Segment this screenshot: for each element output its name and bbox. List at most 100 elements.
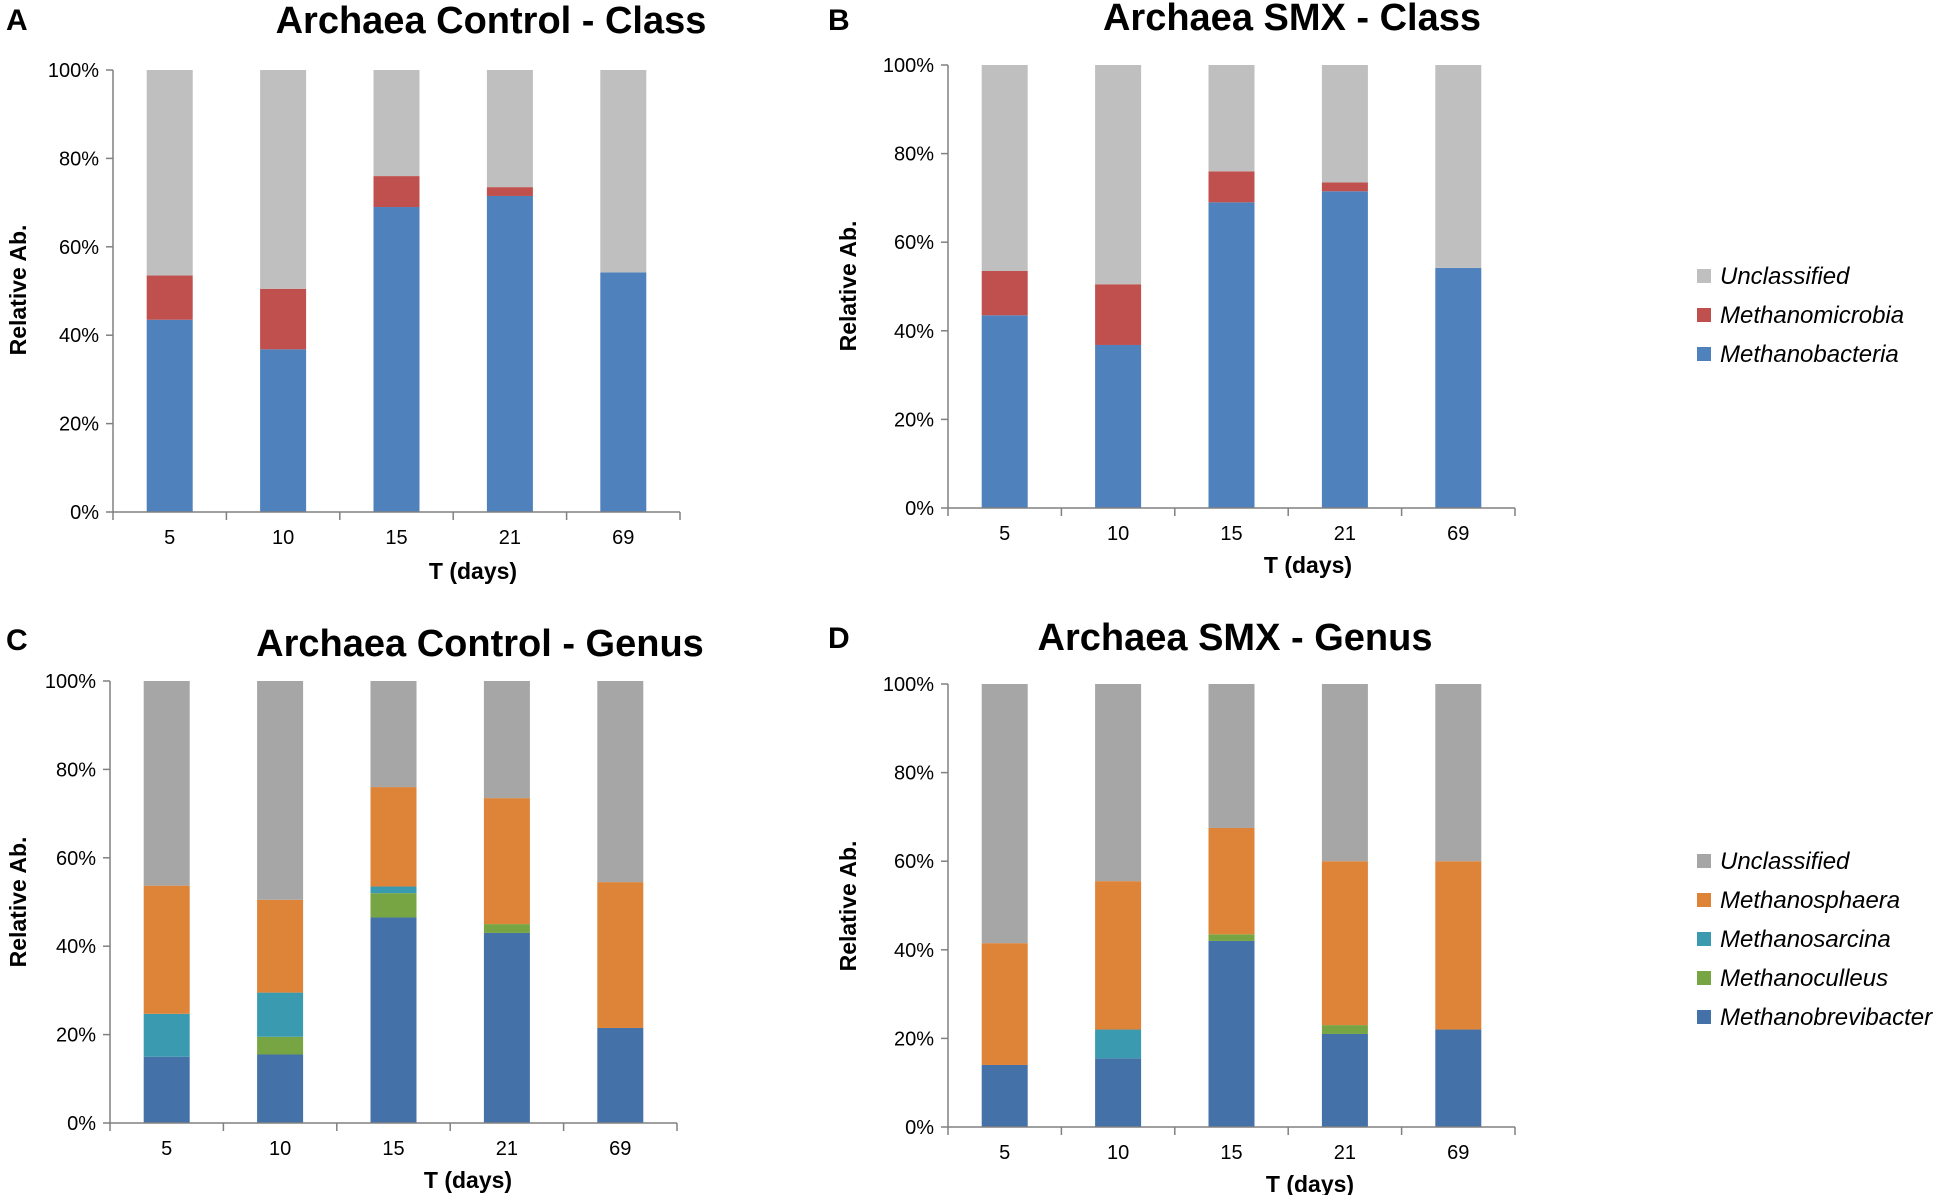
bar-segment-methanosphaera [370, 787, 417, 887]
legend-label: Unclassified [1720, 848, 1850, 875]
chart-panel-a: A Archaea Control - Class 0% 20% 40% 60% 80% 10… [5, 0, 706, 584]
bar-segment-unclassified [597, 681, 644, 883]
x-tick-label: 69 [609, 1138, 631, 1160]
x-tick-label: 69 [612, 527, 634, 549]
legend-label: Methanomicrobia [1720, 302, 1904, 329]
bar-segment-methanosphaera [483, 798, 530, 925]
panel-letter: D [828, 622, 850, 655]
x-axis-label: T (days) [1266, 1171, 1354, 1195]
bar-segment-methanobrevibacter [370, 917, 417, 1123]
x-tick-label: 15 [1220, 523, 1242, 545]
y-tick-label: 20% [894, 409, 934, 431]
x-tick-label: 15 [385, 527, 407, 549]
y-tick-label: 80% [894, 763, 934, 785]
y-tick-label: 40% [894, 940, 934, 962]
bar-segment-methanobrevibacter [981, 1064, 1028, 1127]
panel-letter: C [6, 624, 28, 657]
bar-segment-methanomicrobia [146, 275, 193, 320]
bar-segment-unclassified [146, 70, 193, 276]
bar-segment-methanomicrobia [1321, 182, 1368, 192]
y-tick-label: 40% [56, 936, 96, 958]
y-tick-label: 20% [59, 414, 99, 436]
x-tick-label: 5 [164, 527, 175, 549]
x-tick-label: 15 [382, 1138, 404, 1160]
bar-segment-unclassified [1095, 684, 1142, 882]
chart-title: Archaea SMX - Class [1103, 0, 1481, 39]
bar-segment-unclassified [1435, 684, 1482, 862]
legend-label: Methanosarcina [1720, 926, 1891, 953]
bar-segment-methanobrevibacter [1208, 940, 1255, 1127]
bar-segment-unclassified [373, 70, 420, 177]
chart-title: Archaea Control - Class [276, 0, 707, 42]
y-tick-label: 80% [894, 144, 934, 166]
legend-label: Methanosphaera [1720, 887, 1900, 914]
y-tick-label: 80% [59, 148, 99, 170]
chart-panel-b: B Archaea SMX - Class 0% 20% 40% 60% 80% 100% 5 1… [828, 0, 1904, 578]
bar-segment-methanobrevibacter [597, 1027, 644, 1123]
bar-segment-methanobrevibacter [1095, 1058, 1142, 1127]
x-tick-label: 69 [1447, 523, 1469, 545]
legend-label: Methanobrevibacter [1720, 1004, 1933, 1031]
chart-panel-c: C Archaea Control - Genus 0% 20% 40% 60% 80% 10… [5, 623, 704, 1193]
bar-segment-methanomicrobia [373, 176, 420, 208]
chart-title: Archaea SMX - Genus [1038, 617, 1433, 659]
y-tick-label: 0% [905, 1117, 934, 1139]
bar-segment-methanomicrobia [981, 270, 1028, 316]
bar-segment-unclassified [486, 70, 533, 188]
y-tick-label: 40% [894, 321, 934, 343]
bar-segment-methanosphaera [257, 899, 304, 993]
y-tick-label: 100% [45, 671, 96, 693]
panel-letter: B [828, 4, 850, 37]
bar-segment-unclassified [981, 65, 1028, 271]
chart-panel-d: D Archaea SMX - Genus 0% 20% 40% 60% 80% 100% 5 1… [828, 617, 1933, 1195]
bar-segment-methanobacteria [1435, 267, 1482, 508]
y-tick-label: 100% [883, 55, 934, 77]
x-axis-label: T (days) [1264, 552, 1352, 578]
bar-segment-methanobrevibacter [1321, 1033, 1368, 1127]
y-axis-label: Relative Ab. [5, 225, 31, 356]
bar-segment-methanobacteria [1321, 191, 1368, 508]
legend-swatch [1697, 1010, 1711, 1024]
bar-segment-unclassified [600, 70, 647, 273]
bar-segment-unclassified [1208, 65, 1255, 172]
bar-segment-methanosphaera [981, 943, 1028, 1065]
bar-segment-methanoculleus [1208, 934, 1255, 941]
x-tick-label: 15 [1220, 1142, 1242, 1164]
x-tick-label: 21 [499, 527, 521, 549]
y-tick-label: 40% [59, 325, 99, 347]
y-tick-label: 0% [70, 502, 99, 524]
legend: Unclassified Methanosphaera Methanosarcina… [1697, 848, 1933, 1031]
x-tick-label: 10 [1107, 1142, 1129, 1164]
y-tick-label: 100% [883, 674, 934, 696]
y-tick-label: 0% [67, 1113, 96, 1135]
y-axis-label: Relative Ab. [835, 221, 861, 352]
y-tick-label: 20% [56, 1025, 96, 1047]
legend-swatch [1697, 932, 1711, 946]
y-tick-label: 60% [894, 232, 934, 254]
x-tick-label: 21 [1334, 523, 1356, 545]
bar-segment-methanomicrobia [1095, 284, 1142, 345]
bar-segment-unclassified [370, 681, 417, 788]
bar-segment-methanosarcina [257, 992, 304, 1037]
x-tick-label: 5 [161, 1138, 172, 1160]
bar-segment-methanobacteria [146, 319, 193, 512]
legend-swatch [1697, 347, 1711, 361]
bar-segment-methanobrevibacter [483, 932, 530, 1123]
bar-segment-unclassified [1095, 65, 1142, 285]
bar-segment-unclassified [143, 681, 190, 886]
bar-segment-methanobacteria [981, 315, 1028, 508]
bar-segment-unclassified [260, 70, 307, 289]
y-tick-label: 0% [905, 498, 934, 520]
x-tick-label: 10 [272, 527, 294, 549]
y-axis-label: Relative Ab. [5, 837, 31, 968]
x-tick-label: 69 [1447, 1142, 1469, 1164]
bar-segment-methanobrevibacter [143, 1056, 190, 1123]
legend: Unclassified Methanomicrobia Methanobacter… [1697, 263, 1904, 368]
bar-segment-methanomicrobia [1208, 171, 1255, 203]
legend-swatch [1697, 308, 1711, 322]
bar-segment-methanosphaera [1435, 861, 1482, 1030]
y-tick-label: 60% [59, 237, 99, 259]
bar-segment-unclassified [483, 681, 530, 799]
legend-label: Methanobacteria [1720, 341, 1899, 368]
